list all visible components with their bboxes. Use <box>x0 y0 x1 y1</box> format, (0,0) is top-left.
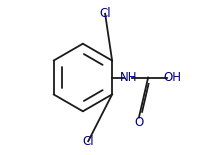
Text: Cl: Cl <box>82 135 94 148</box>
Text: NH: NH <box>119 71 137 84</box>
Text: O: O <box>134 115 144 128</box>
Text: OH: OH <box>163 71 181 84</box>
Text: Cl: Cl <box>99 7 111 20</box>
